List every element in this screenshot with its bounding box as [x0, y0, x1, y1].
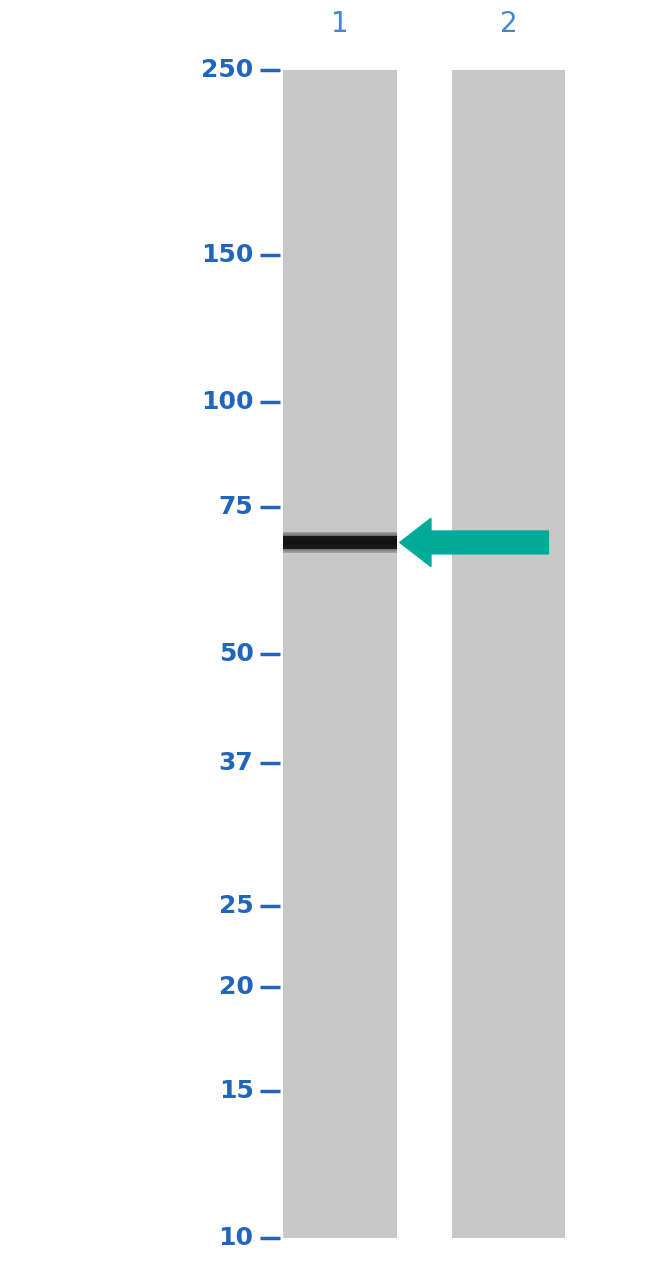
Bar — [283, 536, 396, 549]
Bar — [452, 70, 566, 1238]
Text: 20: 20 — [218, 974, 254, 998]
Text: 150: 150 — [201, 244, 254, 267]
Text: 75: 75 — [219, 495, 254, 519]
Text: 250: 250 — [202, 58, 254, 81]
Text: 15: 15 — [218, 1080, 254, 1104]
FancyArrow shape — [400, 518, 549, 566]
Text: 1: 1 — [331, 10, 348, 38]
Text: 2: 2 — [500, 10, 517, 38]
Bar — [283, 70, 396, 1238]
Text: 50: 50 — [218, 643, 254, 665]
Text: 100: 100 — [201, 390, 254, 414]
Text: 10: 10 — [218, 1227, 254, 1250]
Text: 25: 25 — [219, 894, 254, 918]
Text: 37: 37 — [219, 752, 254, 776]
